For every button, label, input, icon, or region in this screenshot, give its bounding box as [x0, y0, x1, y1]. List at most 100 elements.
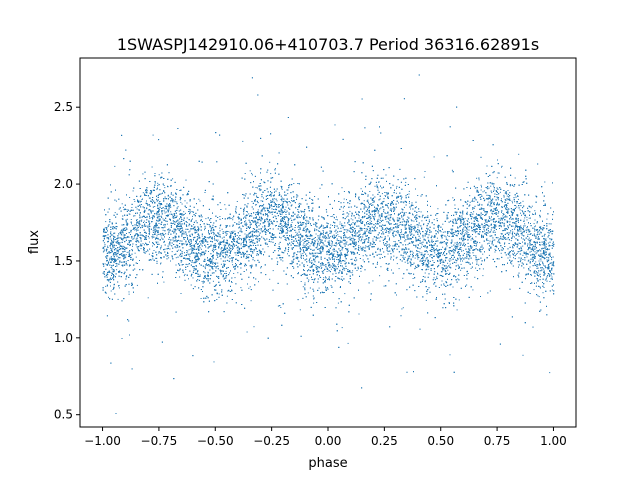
data-point — [141, 220, 142, 222]
data-point — [304, 213, 306, 215]
data-point — [405, 181, 407, 183]
data-point — [118, 249, 120, 251]
data-point — [134, 215, 136, 217]
data-point — [277, 305, 279, 307]
data-point — [193, 224, 195, 226]
data-point — [300, 257, 302, 259]
data-point — [540, 258, 542, 260]
data-point — [341, 187, 343, 189]
data-point — [519, 250, 521, 252]
data-point — [390, 227, 392, 229]
data-point — [341, 253, 342, 255]
data-point — [255, 235, 257, 237]
data-point — [360, 228, 362, 230]
data-point — [298, 216, 300, 218]
data-point — [302, 253, 304, 255]
data-point — [249, 170, 251, 172]
data-point — [545, 240, 547, 242]
data-point — [363, 200, 365, 202]
data-point — [393, 241, 395, 242]
data-point — [278, 226, 280, 228]
data-point — [115, 200, 117, 202]
data-point — [405, 224, 407, 226]
data-point — [303, 257, 304, 259]
data-point — [330, 240, 332, 242]
data-point — [246, 331, 248, 333]
data-point — [464, 217, 466, 219]
data-point — [417, 258, 419, 260]
data-point — [450, 242, 452, 244]
data-point — [226, 295, 228, 297]
data-point — [273, 198, 275, 200]
data-point — [513, 257, 514, 259]
data-point — [427, 253, 429, 255]
data-point — [367, 195, 369, 197]
data-point — [332, 249, 334, 251]
data-point — [527, 238, 529, 240]
data-point — [184, 273, 186, 275]
data-point — [452, 251, 454, 253]
data-point — [340, 286, 341, 287]
data-point — [533, 289, 535, 291]
data-point — [520, 212, 521, 214]
data-point — [420, 259, 422, 261]
data-point — [230, 218, 232, 219]
data-point — [281, 187, 282, 189]
data-point — [476, 177, 478, 179]
data-point — [147, 213, 149, 215]
data-point — [347, 237, 349, 239]
data-point — [314, 254, 316, 256]
data-point — [230, 251, 231, 252]
data-point — [313, 302, 315, 304]
data-point — [530, 217, 531, 219]
data-point — [150, 210, 152, 212]
data-point — [358, 214, 359, 216]
data-point — [476, 214, 478, 216]
data-point — [508, 254, 510, 256]
data-point — [179, 221, 181, 223]
data-point — [182, 243, 184, 245]
data-point — [192, 244, 194, 246]
data-point — [538, 231, 540, 233]
data-point — [316, 245, 318, 247]
data-point — [218, 232, 220, 234]
data-point — [390, 209, 392, 211]
data-point — [367, 201, 369, 203]
data-point — [244, 173, 246, 174]
data-point — [371, 205, 372, 206]
data-point — [287, 204, 289, 206]
data-point — [129, 334, 130, 336]
data-point — [402, 215, 404, 217]
data-point — [224, 253, 226, 255]
data-point — [283, 231, 285, 233]
data-point — [118, 285, 120, 286]
data-point — [137, 222, 139, 224]
data-point — [535, 261, 537, 263]
data-point — [103, 242, 105, 244]
data-point — [488, 254, 490, 256]
data-point — [487, 198, 489, 200]
data-point — [371, 211, 373, 213]
data-point — [183, 275, 185, 277]
data-point — [216, 254, 218, 256]
data-point — [454, 204, 456, 206]
data-point — [180, 216, 182, 217]
data-point — [364, 230, 366, 232]
data-point — [339, 243, 341, 245]
data-point — [476, 261, 478, 263]
data-point — [126, 218, 128, 220]
data-point — [201, 281, 203, 282]
data-point — [372, 252, 374, 254]
data-point — [167, 194, 169, 196]
data-point — [166, 255, 168, 257]
data-point — [359, 233, 361, 235]
data-point — [468, 255, 470, 256]
data-point — [220, 224, 222, 226]
data-point — [506, 195, 508, 197]
data-point — [472, 198, 474, 200]
data-point — [329, 250, 331, 252]
data-point — [381, 193, 383, 195]
data-point — [395, 230, 397, 232]
data-point — [151, 166, 153, 168]
data-point — [417, 231, 419, 233]
